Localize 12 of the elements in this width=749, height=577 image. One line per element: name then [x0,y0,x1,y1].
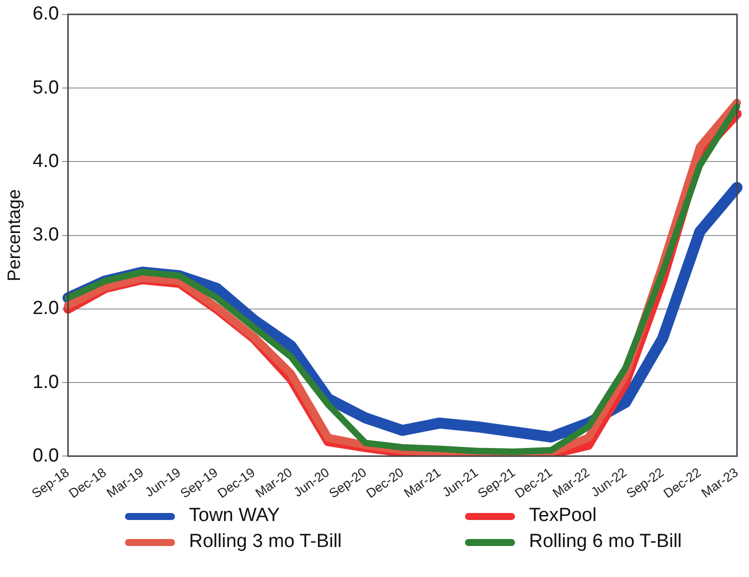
legend-label: Rolling 6 mo T-Bill [529,531,682,553]
y-tick-label: 3.0 [32,224,60,246]
y-tick-label: 1.0 [32,372,60,393]
y-tick-label: 0.0 [32,445,60,466]
y-tick-label: 5.0 [32,77,60,98]
legend-label: TexPool [529,505,597,527]
legend-label: Rolling 3 mo T-Bill [189,531,342,553]
y-tick-label: 2.0 [32,298,60,320]
y-tick-label: 4.0 [32,150,60,172]
y-tick-label: 6.0 [32,4,60,25]
legend-label: Town WAY [189,505,280,527]
y-axis-title: Percentage [4,189,24,282]
